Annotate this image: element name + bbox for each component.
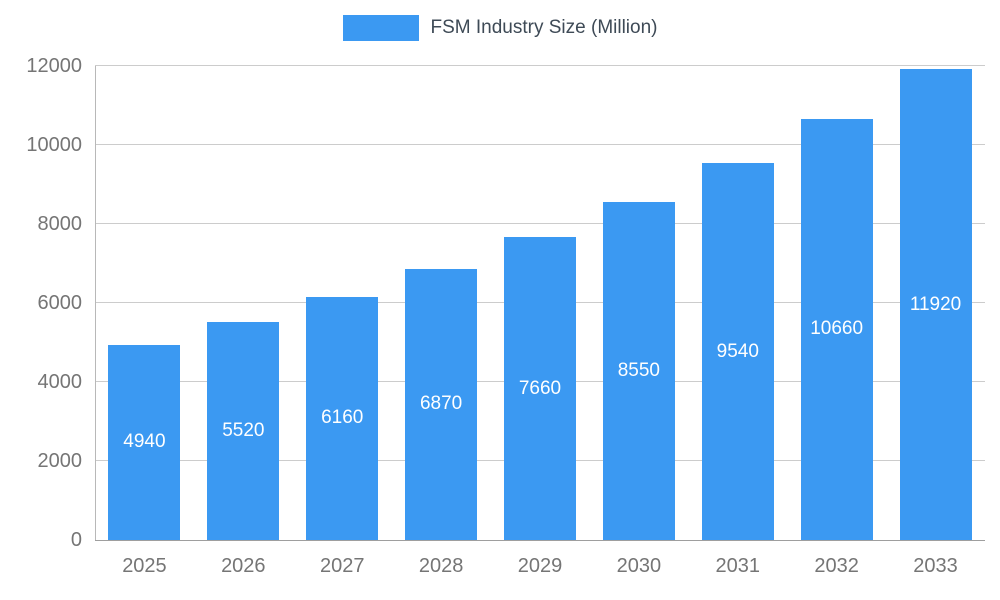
x-tick-label: 2032	[814, 555, 859, 577]
x-tick-label: 2031	[715, 555, 761, 577]
bar-2033[interactable]: 11920	[899, 69, 972, 540]
gridline	[95, 65, 985, 66]
bar-2032[interactable]: 10660	[800, 118, 873, 540]
y-tick-label: 6000	[37, 292, 83, 314]
bar-value-label: 6870	[419, 393, 463, 415]
y-tick-label: 0	[70, 529, 82, 551]
y-tick-label: 12000	[26, 55, 82, 77]
legend-label: FSM Industry Size (Million)	[430, 17, 658, 38]
x-tick-label: 2025	[122, 555, 167, 577]
x-tick-label: 2030	[616, 555, 662, 577]
legend-swatch	[342, 15, 419, 41]
bar-value-label: 4940	[123, 431, 166, 453]
x-tick-label: 2033	[913, 555, 958, 577]
bar-value-label: 7660	[518, 377, 562, 399]
y-tick-label: 2000	[37, 450, 83, 472]
bar-2030[interactable]: 8550	[602, 202, 675, 540]
chart-legend: FSM Industry Size (Million)	[0, 14, 1000, 42]
y-axis-line	[95, 66, 96, 540]
bar-2028[interactable]: 6870	[405, 268, 478, 540]
bar-value-label: 6160	[321, 407, 364, 429]
x-tick-label: 2029	[517, 555, 563, 577]
plot-area: 4940 5520 6160 6870 7660 8550 9540 10660 11920	[95, 65, 985, 541]
x-axis-baseline	[95, 540, 985, 541]
y-tick-label: 10000	[26, 134, 82, 156]
gridline	[95, 144, 985, 145]
gridline	[95, 223, 985, 224]
bar-value-label: 5520	[222, 419, 265, 441]
bar-value-label: 9540	[716, 340, 759, 362]
x-tick-label: 2026	[221, 555, 266, 577]
x-tick-label: 2027	[319, 555, 365, 577]
bar-2026[interactable]: 5520	[207, 321, 280, 540]
bar-2029[interactable]: 7660	[504, 237, 576, 540]
x-tick-label: 2028	[418, 555, 464, 577]
bar-value-label: 8550	[617, 360, 661, 382]
bar-value-label: 10660	[810, 318, 864, 340]
y-tick-label: 8000	[37, 213, 83, 235]
bar-2031[interactable]: 9540	[701, 163, 774, 540]
y-tick-label: 4000	[37, 371, 83, 393]
bar-2025[interactable]: 4940	[108, 344, 181, 540]
bar-2027[interactable]: 6160	[306, 296, 379, 540]
bar-value-label: 11920	[909, 293, 962, 315]
